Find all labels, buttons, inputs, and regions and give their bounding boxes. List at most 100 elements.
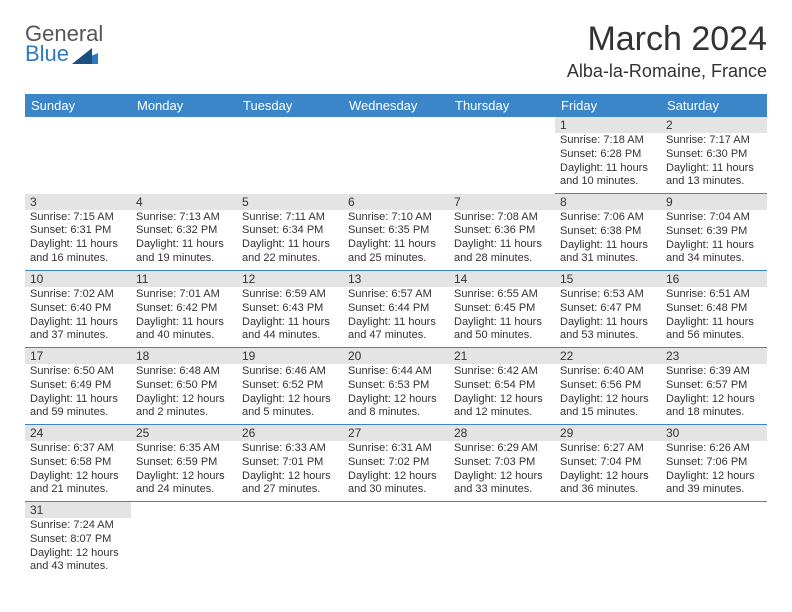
day-content: Sunrise: 6:33 AMSunset: 7:01 PMDaylight:…	[237, 441, 343, 500]
calendar-cell: 14Sunrise: 6:55 AMSunset: 6:45 PMDayligh…	[449, 271, 555, 348]
day-number: 30	[661, 425, 767, 441]
day-number: 9	[661, 194, 767, 210]
day-content: Sunrise: 6:46 AMSunset: 6:52 PMDaylight:…	[237, 364, 343, 423]
day-number: 11	[131, 271, 237, 287]
day-content: Sunrise: 6:44 AMSunset: 6:53 PMDaylight:…	[343, 364, 449, 423]
calendar-cell: 26Sunrise: 6:33 AMSunset: 7:01 PMDayligh…	[237, 425, 343, 502]
day-number: 3	[25, 194, 131, 210]
day-number: 5	[237, 194, 343, 210]
day-number: 16	[661, 271, 767, 287]
day-content: Sunrise: 6:53 AMSunset: 6:47 PMDaylight:…	[555, 287, 661, 346]
calendar-cell: 2Sunrise: 7:17 AMSunset: 6:30 PMDaylight…	[661, 117, 767, 194]
calendar-cell: 21Sunrise: 6:42 AMSunset: 6:54 PMDayligh…	[449, 348, 555, 425]
day-number: 1	[555, 117, 661, 133]
day-number: 14	[449, 271, 555, 287]
day-number: 20	[343, 348, 449, 364]
day-content: Sunrise: 6:57 AMSunset: 6:44 PMDaylight:…	[343, 287, 449, 346]
weekday-header: Sunday	[25, 94, 131, 117]
calendar-cell: 31Sunrise: 7:24 AMSunset: 8:07 PMDayligh…	[25, 502, 131, 579]
month-title: March 2024	[567, 20, 767, 59]
day-content: Sunrise: 7:06 AMSunset: 6:38 PMDaylight:…	[555, 210, 661, 269]
calendar-cell: 15Sunrise: 6:53 AMSunset: 6:47 PMDayligh…	[555, 271, 661, 348]
day-number: 10	[25, 271, 131, 287]
day-content: Sunrise: 7:04 AMSunset: 6:39 PMDaylight:…	[661, 210, 767, 269]
day-number: 27	[343, 425, 449, 441]
calendar-cell-blank	[131, 502, 237, 579]
day-content: Sunrise: 7:10 AMSunset: 6:35 PMDaylight:…	[343, 210, 449, 269]
calendar-cell: 20Sunrise: 6:44 AMSunset: 6:53 PMDayligh…	[343, 348, 449, 425]
day-content: Sunrise: 7:01 AMSunset: 6:42 PMDaylight:…	[131, 287, 237, 346]
logo-text-blue: Blue	[25, 44, 69, 64]
calendar-row: 10Sunrise: 7:02 AMSunset: 6:40 PMDayligh…	[25, 271, 767, 348]
calendar-cell: 29Sunrise: 6:27 AMSunset: 7:04 PMDayligh…	[555, 425, 661, 502]
day-number: 26	[237, 425, 343, 441]
calendar-cell-blank	[25, 117, 131, 194]
calendar-cell-blank	[449, 502, 555, 579]
day-number: 24	[25, 425, 131, 441]
day-content: Sunrise: 7:18 AMSunset: 6:28 PMDaylight:…	[555, 133, 661, 192]
calendar-cell: 8Sunrise: 7:06 AMSunset: 6:38 PMDaylight…	[555, 194, 661, 271]
day-content: Sunrise: 6:50 AMSunset: 6:49 PMDaylight:…	[25, 364, 131, 423]
day-content: Sunrise: 6:51 AMSunset: 6:48 PMDaylight:…	[661, 287, 767, 346]
day-number: 19	[237, 348, 343, 364]
day-number: 23	[661, 348, 767, 364]
calendar-cell: 6Sunrise: 7:10 AMSunset: 6:35 PMDaylight…	[343, 194, 449, 271]
day-number: 8	[555, 194, 661, 210]
calendar-cell-blank	[237, 117, 343, 194]
calendar-cell: 25Sunrise: 6:35 AMSunset: 6:59 PMDayligh…	[131, 425, 237, 502]
day-content: Sunrise: 6:29 AMSunset: 7:03 PMDaylight:…	[449, 441, 555, 500]
calendar-cell-blank	[343, 502, 449, 579]
day-number: 4	[131, 194, 237, 210]
day-content: Sunrise: 7:17 AMSunset: 6:30 PMDaylight:…	[661, 133, 767, 192]
day-content: Sunrise: 6:37 AMSunset: 6:58 PMDaylight:…	[25, 441, 131, 500]
calendar-cell-blank	[661, 502, 767, 579]
day-number: 18	[131, 348, 237, 364]
calendar-cell-blank	[449, 117, 555, 194]
calendar-cell: 12Sunrise: 6:59 AMSunset: 6:43 PMDayligh…	[237, 271, 343, 348]
calendar-cell: 10Sunrise: 7:02 AMSunset: 6:40 PMDayligh…	[25, 271, 131, 348]
calendar-cell: 16Sunrise: 6:51 AMSunset: 6:48 PMDayligh…	[661, 271, 767, 348]
weekday-header: Friday	[555, 94, 661, 117]
calendar-cell: 22Sunrise: 6:40 AMSunset: 6:56 PMDayligh…	[555, 348, 661, 425]
logo: General Blue	[25, 24, 103, 64]
location: Alba-la-Romaine, France	[567, 61, 767, 82]
day-content: Sunrise: 7:13 AMSunset: 6:32 PMDaylight:…	[131, 210, 237, 269]
day-number: 21	[449, 348, 555, 364]
weekday-header: Thursday	[449, 94, 555, 117]
calendar-cell: 19Sunrise: 6:46 AMSunset: 6:52 PMDayligh…	[237, 348, 343, 425]
day-content: Sunrise: 6:31 AMSunset: 7:02 PMDaylight:…	[343, 441, 449, 500]
calendar-cell-blank	[555, 502, 661, 579]
day-number: 25	[131, 425, 237, 441]
day-content: Sunrise: 6:48 AMSunset: 6:50 PMDaylight:…	[131, 364, 237, 423]
day-content: Sunrise: 7:02 AMSunset: 6:40 PMDaylight:…	[25, 287, 131, 346]
calendar-cell: 9Sunrise: 7:04 AMSunset: 6:39 PMDaylight…	[661, 194, 767, 271]
calendar-row: 31Sunrise: 7:24 AMSunset: 8:07 PMDayligh…	[25, 502, 767, 579]
calendar-table: SundayMondayTuesdayWednesdayThursdayFrid…	[25, 94, 767, 578]
calendar-row: 24Sunrise: 6:37 AMSunset: 6:58 PMDayligh…	[25, 425, 767, 502]
calendar-cell: 3Sunrise: 7:15 AMSunset: 6:31 PMDaylight…	[25, 194, 131, 271]
day-content: Sunrise: 6:59 AMSunset: 6:43 PMDaylight:…	[237, 287, 343, 346]
calendar-row: 1Sunrise: 7:18 AMSunset: 6:28 PMDaylight…	[25, 117, 767, 194]
weekday-header-row: SundayMondayTuesdayWednesdayThursdayFrid…	[25, 94, 767, 117]
calendar-cell: 1Sunrise: 7:18 AMSunset: 6:28 PMDaylight…	[555, 117, 661, 194]
day-number: 6	[343, 194, 449, 210]
calendar-cell: 4Sunrise: 7:13 AMSunset: 6:32 PMDaylight…	[131, 194, 237, 271]
day-content: Sunrise: 7:11 AMSunset: 6:34 PMDaylight:…	[237, 210, 343, 269]
day-number: 17	[25, 348, 131, 364]
day-number: 15	[555, 271, 661, 287]
day-number: 12	[237, 271, 343, 287]
day-number: 31	[25, 502, 131, 518]
logo-flag-icon	[72, 46, 98, 64]
weekday-header: Tuesday	[237, 94, 343, 117]
calendar-cell: 13Sunrise: 6:57 AMSunset: 6:44 PMDayligh…	[343, 271, 449, 348]
calendar-cell: 7Sunrise: 7:08 AMSunset: 6:36 PMDaylight…	[449, 194, 555, 271]
calendar-cell-blank	[343, 117, 449, 194]
calendar-cell: 17Sunrise: 6:50 AMSunset: 6:49 PMDayligh…	[25, 348, 131, 425]
day-number: 29	[555, 425, 661, 441]
calendar-row: 3Sunrise: 7:15 AMSunset: 6:31 PMDaylight…	[25, 194, 767, 271]
day-number: 22	[555, 348, 661, 364]
day-content: Sunrise: 6:27 AMSunset: 7:04 PMDaylight:…	[555, 441, 661, 500]
day-content: Sunrise: 6:39 AMSunset: 6:57 PMDaylight:…	[661, 364, 767, 423]
weekday-header: Saturday	[661, 94, 767, 117]
calendar-cell-blank	[131, 117, 237, 194]
